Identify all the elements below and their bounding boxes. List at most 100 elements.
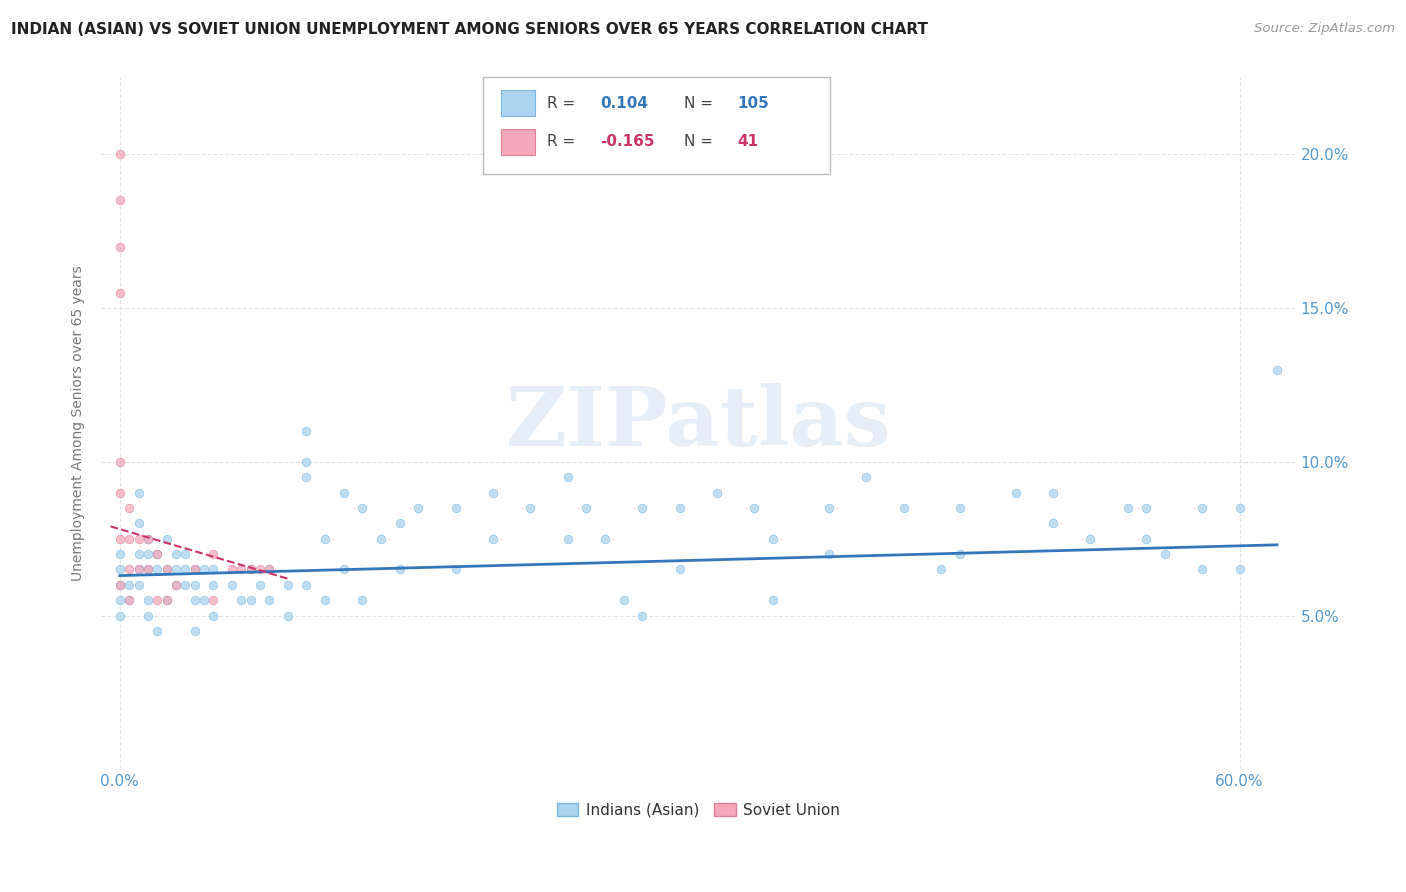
Point xyxy=(146,593,169,607)
Point xyxy=(165,562,187,576)
Point xyxy=(1078,532,1101,546)
Point xyxy=(257,562,280,576)
Point xyxy=(165,547,187,561)
Point xyxy=(174,547,197,561)
Point xyxy=(221,562,243,576)
Text: R =: R = xyxy=(547,135,579,149)
Point xyxy=(1229,500,1251,515)
Point xyxy=(108,285,131,300)
Point xyxy=(155,562,177,576)
Point xyxy=(108,593,131,607)
Text: 41: 41 xyxy=(738,135,759,149)
Point xyxy=(239,593,262,607)
Text: N =: N = xyxy=(685,135,718,149)
Point xyxy=(388,562,411,576)
Point xyxy=(128,547,150,561)
Point xyxy=(108,455,131,469)
Point xyxy=(183,562,205,576)
Point xyxy=(108,194,131,208)
Point xyxy=(128,532,150,546)
Text: ZIPatlas: ZIPatlas xyxy=(506,384,891,463)
Point xyxy=(183,578,205,592)
Point xyxy=(444,562,467,576)
Point xyxy=(128,485,150,500)
Point xyxy=(136,593,159,607)
Point xyxy=(202,608,225,623)
Point xyxy=(118,593,141,607)
Point xyxy=(118,593,141,607)
Point xyxy=(929,562,952,576)
Point xyxy=(1004,485,1026,500)
Point xyxy=(165,578,187,592)
Point xyxy=(352,500,374,515)
Point xyxy=(136,532,159,546)
Point xyxy=(762,593,785,607)
Text: 105: 105 xyxy=(738,95,769,111)
FancyBboxPatch shape xyxy=(484,78,830,174)
Point xyxy=(202,547,225,561)
Point xyxy=(128,516,150,531)
Point xyxy=(855,470,877,484)
Point xyxy=(575,500,598,515)
Point xyxy=(1154,547,1177,561)
Point xyxy=(706,485,728,500)
Point xyxy=(949,547,972,561)
Text: -0.165: -0.165 xyxy=(600,135,655,149)
FancyBboxPatch shape xyxy=(502,90,534,116)
Point xyxy=(370,532,392,546)
Point xyxy=(118,532,141,546)
Point xyxy=(1135,500,1157,515)
Point xyxy=(482,532,505,546)
Point xyxy=(221,578,243,592)
Point xyxy=(136,608,159,623)
Point xyxy=(231,593,253,607)
Point xyxy=(1135,532,1157,546)
Point xyxy=(295,470,318,484)
Point xyxy=(949,500,972,515)
Point xyxy=(183,624,205,638)
Point xyxy=(193,562,215,576)
Point xyxy=(1042,516,1064,531)
Point xyxy=(239,562,262,576)
Point xyxy=(631,500,654,515)
Point xyxy=(668,500,690,515)
Point xyxy=(128,562,150,576)
Point xyxy=(388,516,411,531)
Point xyxy=(118,500,141,515)
Text: R =: R = xyxy=(547,95,579,111)
Point xyxy=(165,578,187,592)
Point xyxy=(108,578,131,592)
Point xyxy=(146,624,169,638)
Text: Source: ZipAtlas.com: Source: ZipAtlas.com xyxy=(1254,22,1395,36)
Point xyxy=(893,500,915,515)
Point xyxy=(1229,562,1251,576)
Y-axis label: Unemployment Among Seniors over 65 years: Unemployment Among Seniors over 65 years xyxy=(72,266,86,582)
Point xyxy=(136,562,159,576)
Point xyxy=(1116,500,1139,515)
Point xyxy=(231,562,253,576)
FancyBboxPatch shape xyxy=(502,128,534,155)
Point xyxy=(295,424,318,438)
Point xyxy=(277,608,299,623)
Point xyxy=(108,147,131,161)
Point xyxy=(108,608,131,623)
Point xyxy=(183,593,205,607)
Point xyxy=(295,455,318,469)
Point xyxy=(631,608,654,623)
Point xyxy=(108,532,131,546)
Point xyxy=(257,562,280,576)
Point xyxy=(1042,485,1064,500)
Point xyxy=(128,562,150,576)
Point xyxy=(118,578,141,592)
Point xyxy=(818,500,841,515)
Point xyxy=(333,485,356,500)
Text: N =: N = xyxy=(685,95,718,111)
Point xyxy=(108,239,131,253)
Point xyxy=(136,547,159,561)
Text: INDIAN (ASIAN) VS SOVIET UNION UNEMPLOYMENT AMONG SENIORS OVER 65 YEARS CORRELAT: INDIAN (ASIAN) VS SOVIET UNION UNEMPLOYM… xyxy=(11,22,928,37)
Point xyxy=(762,532,785,546)
Point xyxy=(118,562,141,576)
Point xyxy=(155,593,177,607)
Point xyxy=(136,532,159,546)
Point xyxy=(1191,562,1213,576)
